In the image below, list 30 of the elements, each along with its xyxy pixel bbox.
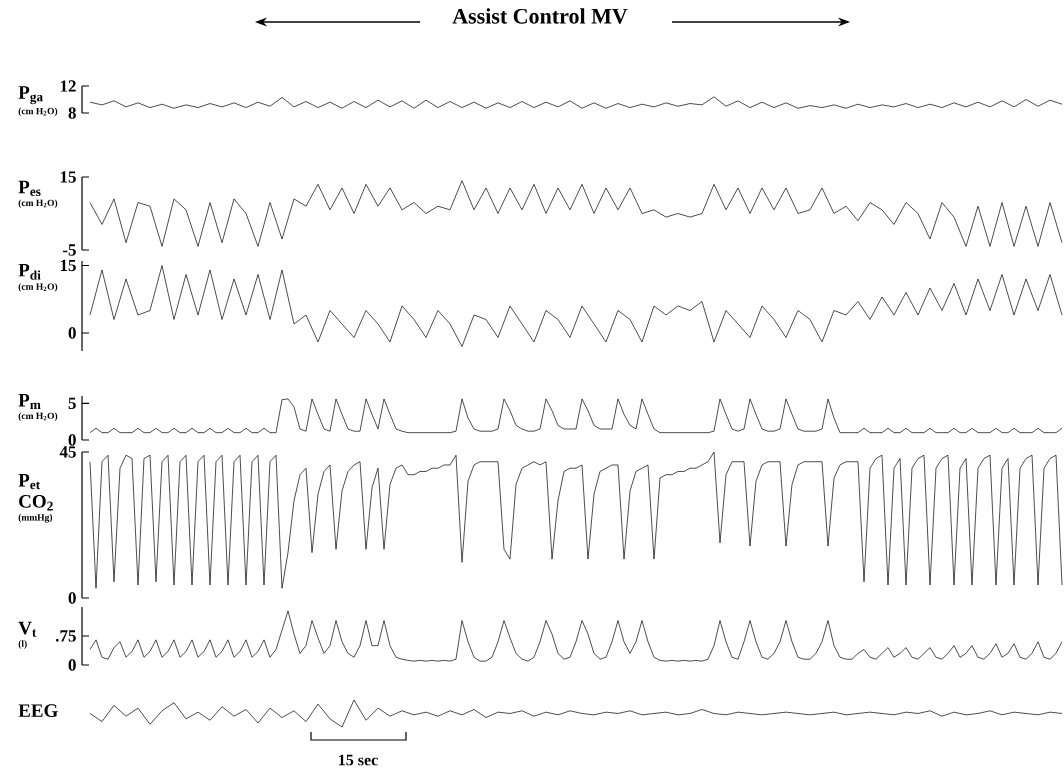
- text: (cm H$_{2}$O): [18, 412, 58, 422]
- text: (cm H$_{2}$O): [18, 107, 58, 117]
- y-axis-title: P$_{et}$ CO$_{2}$: [18, 474, 53, 511]
- text: 15 sec: [339, 754, 378, 766]
- y-tick-label: 12: [60, 80, 76, 92]
- y-tick-label: 8: [68, 107, 76, 119]
- y-axis-title: P$_{es}$: [18, 180, 41, 196]
- y-tick-label: 0: [68, 327, 76, 339]
- y-tick-label: 0: [68, 434, 76, 446]
- line-series: [89, 96, 1063, 109]
- text: (cm H$_{2}$O): [18, 199, 58, 209]
- y-tick-label: .75: [55, 630, 76, 642]
- y-axis-title: P$_{ga}$: [18, 86, 43, 105]
- line-series: [89, 610, 1063, 662]
- text: (cm H$_{2}$O): [18, 283, 58, 292]
- y-tick-label: 0: [68, 592, 76, 604]
- y-tick-label: 15: [60, 259, 76, 272]
- y-tick-label: -5: [62, 244, 76, 256]
- text: (l): [18, 640, 27, 649]
- line-series: [89, 180, 1063, 247]
- y-axis-title: EEG: [18, 704, 58, 718]
- text: (mmHg): [18, 513, 53, 523]
- chart-title: Assist Control MV: [452, 8, 628, 24]
- y-tick-label: 15: [60, 171, 76, 183]
- y-axis-title: V$_{t}$: [18, 621, 37, 637]
- y-axis-title: P$_{m}$: [18, 394, 41, 410]
- y-tick-label: 0: [68, 659, 76, 671]
- y-tick-label: 5: [68, 397, 76, 409]
- y-axis-title: P$_{di}$: [18, 263, 41, 280]
- y-tick-label: 45: [59, 446, 76, 458]
